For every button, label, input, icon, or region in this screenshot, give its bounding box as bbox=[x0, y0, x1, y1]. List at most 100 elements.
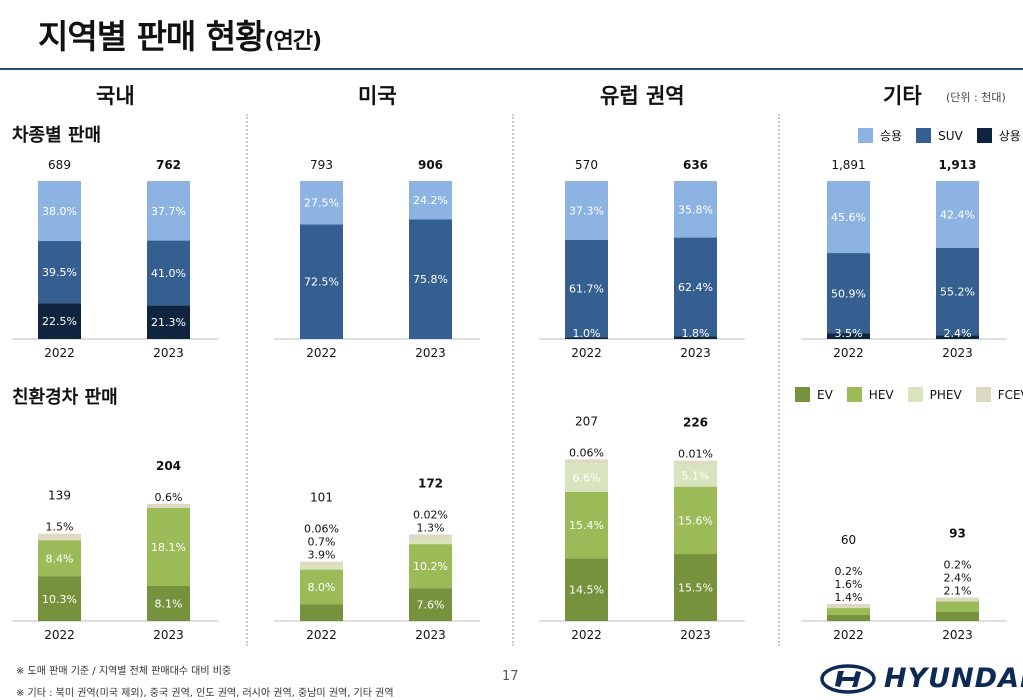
legend-item-suv: SUV bbox=[916, 128, 963, 143]
legend-eco: EV HEV PHEV FCEV bbox=[795, 387, 1023, 402]
bar-segment bbox=[827, 253, 870, 334]
bar-segment bbox=[38, 303, 81, 339]
bar-segment bbox=[300, 604, 343, 621]
segment-label: 24.2% bbox=[413, 194, 448, 207]
legend-swatch bbox=[975, 387, 991, 402]
segment-label: 15.5% bbox=[678, 582, 713, 595]
segment-label: 14.5% bbox=[569, 584, 604, 597]
bar-segment bbox=[565, 491, 608, 559]
segment-label: 37.7% bbox=[151, 205, 186, 218]
bar-segment bbox=[38, 181, 81, 242]
bar-segment bbox=[409, 181, 452, 220]
bar-segment bbox=[936, 597, 979, 602]
region-header-domestic: 국내 bbox=[96, 84, 135, 108]
segment-label: 15.6% bbox=[678, 514, 713, 527]
legend-swatch bbox=[916, 128, 932, 143]
segment-label: 55.2% bbox=[940, 286, 975, 299]
bar-segment bbox=[936, 611, 979, 621]
legend-item-fcev: FCEV bbox=[975, 387, 1023, 402]
segment-label: 7.6% bbox=[417, 599, 445, 612]
segment-label: 42.4% bbox=[940, 208, 975, 221]
segment-label: 1.5% bbox=[46, 521, 74, 534]
segment-label: 22.5% bbox=[42, 315, 77, 328]
hyundai-emblem-icon bbox=[820, 663, 876, 694]
bar-total-label: 93 bbox=[949, 527, 966, 541]
bar-segment bbox=[147, 305, 190, 339]
bar-segment bbox=[409, 534, 452, 539]
legend-label: HEV bbox=[868, 387, 894, 402]
bar-total-label: 207 bbox=[575, 414, 598, 428]
column-separator bbox=[778, 114, 780, 646]
segment-label: 0.2% bbox=[944, 559, 972, 572]
brand-logo: HYUNDAI bbox=[820, 663, 1023, 694]
region-header-other: 기타 bbox=[883, 84, 922, 108]
page-number: 17 bbox=[502, 669, 519, 684]
title-divider bbox=[0, 68, 1023, 70]
bar-segment bbox=[936, 181, 979, 248]
bar-segment bbox=[936, 247, 979, 336]
bar-segment bbox=[827, 181, 870, 254]
segment-label: 72.5% bbox=[304, 276, 339, 289]
bar-segment bbox=[565, 181, 608, 240]
bar-segment bbox=[674, 237, 717, 337]
bar-segment bbox=[38, 241, 81, 304]
category-tick-label: 2022 bbox=[44, 346, 75, 360]
bar-segment bbox=[147, 586, 190, 621]
bar-segment bbox=[38, 533, 81, 541]
unit-note: (단위 : 천대) bbox=[946, 91, 1006, 104]
legend-item-phev: PHEV bbox=[907, 387, 962, 402]
segment-label: 41.0% bbox=[151, 267, 186, 280]
bar-segment bbox=[300, 565, 343, 570]
bar-segment bbox=[147, 503, 190, 508]
section-title-eco: 친환경차 판매 bbox=[12, 387, 118, 408]
legend-label: PHEV bbox=[929, 387, 962, 402]
bar-segment bbox=[565, 558, 608, 621]
segment-label: 6.6% bbox=[573, 472, 601, 485]
page-title: 지역별 판매 현황(연간) bbox=[38, 17, 322, 56]
bar-segment bbox=[409, 219, 452, 339]
segment-label: 8.4% bbox=[46, 552, 74, 565]
segment-label: 10.2% bbox=[413, 560, 448, 573]
bar-segment bbox=[674, 486, 717, 555]
segment-label: 75.8% bbox=[413, 273, 448, 286]
bar-segment bbox=[300, 224, 343, 339]
brand-wordmark: HYUNDAI bbox=[884, 663, 1023, 694]
category-tick-label: 2022 bbox=[833, 346, 864, 360]
footnote-basis: ※ 도매 판매 기준 / 지역별 전체 판매대수 대비 비중 bbox=[16, 666, 232, 677]
segment-label: 3.5% bbox=[835, 327, 863, 340]
segment-label: 2.4% bbox=[944, 327, 972, 340]
category-tick-label: 2023 bbox=[415, 346, 446, 360]
bar-segment bbox=[936, 601, 979, 612]
bar-segment bbox=[565, 239, 608, 338]
segment-label: 21.3% bbox=[151, 316, 186, 329]
category-tick-label: 2022 bbox=[571, 346, 602, 360]
segment-label: 1.6% bbox=[835, 578, 863, 591]
bar-segment bbox=[38, 540, 81, 577]
segment-label: 37.3% bbox=[569, 204, 604, 217]
column-separator bbox=[246, 114, 248, 646]
segment-label: 0.06% bbox=[304, 523, 339, 536]
bar-segment bbox=[565, 459, 608, 464]
bar-segment bbox=[409, 544, 452, 589]
section-title-vehicle: 차종별 판매 bbox=[12, 125, 102, 146]
bar-segment bbox=[827, 333, 870, 339]
segment-label: 8.0% bbox=[308, 581, 336, 594]
segment-label: 1.8% bbox=[682, 327, 710, 340]
legend-swatch bbox=[846, 387, 862, 402]
segment-label: 0.6% bbox=[155, 491, 183, 504]
segment-label: 15.4% bbox=[569, 519, 604, 532]
category-tick-label: 2022 bbox=[44, 628, 75, 642]
bar-total-label: 762 bbox=[156, 158, 181, 172]
category-tick-label: 2022 bbox=[306, 346, 337, 360]
segment-label: 0.06% bbox=[569, 446, 604, 459]
legend-label: EV bbox=[817, 387, 833, 402]
bar-segment bbox=[300, 569, 343, 605]
legend-vehicle: 승용 SUV 상용 bbox=[858, 127, 1023, 144]
category-tick-label: 2023 bbox=[415, 628, 446, 642]
segment-label: 39.5% bbox=[42, 266, 77, 279]
segment-label: 62.4% bbox=[678, 281, 713, 294]
category-tick-label: 2023 bbox=[680, 346, 711, 360]
bar-segment bbox=[674, 460, 717, 465]
bar-segment bbox=[147, 507, 190, 587]
